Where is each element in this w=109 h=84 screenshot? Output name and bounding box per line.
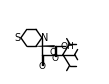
Text: OH: OH xyxy=(61,42,74,51)
Polygon shape xyxy=(36,45,54,47)
Text: O: O xyxy=(39,62,46,71)
Text: O: O xyxy=(51,54,58,63)
Text: N: N xyxy=(41,33,48,43)
Text: O: O xyxy=(50,48,57,57)
Text: S: S xyxy=(14,33,20,43)
